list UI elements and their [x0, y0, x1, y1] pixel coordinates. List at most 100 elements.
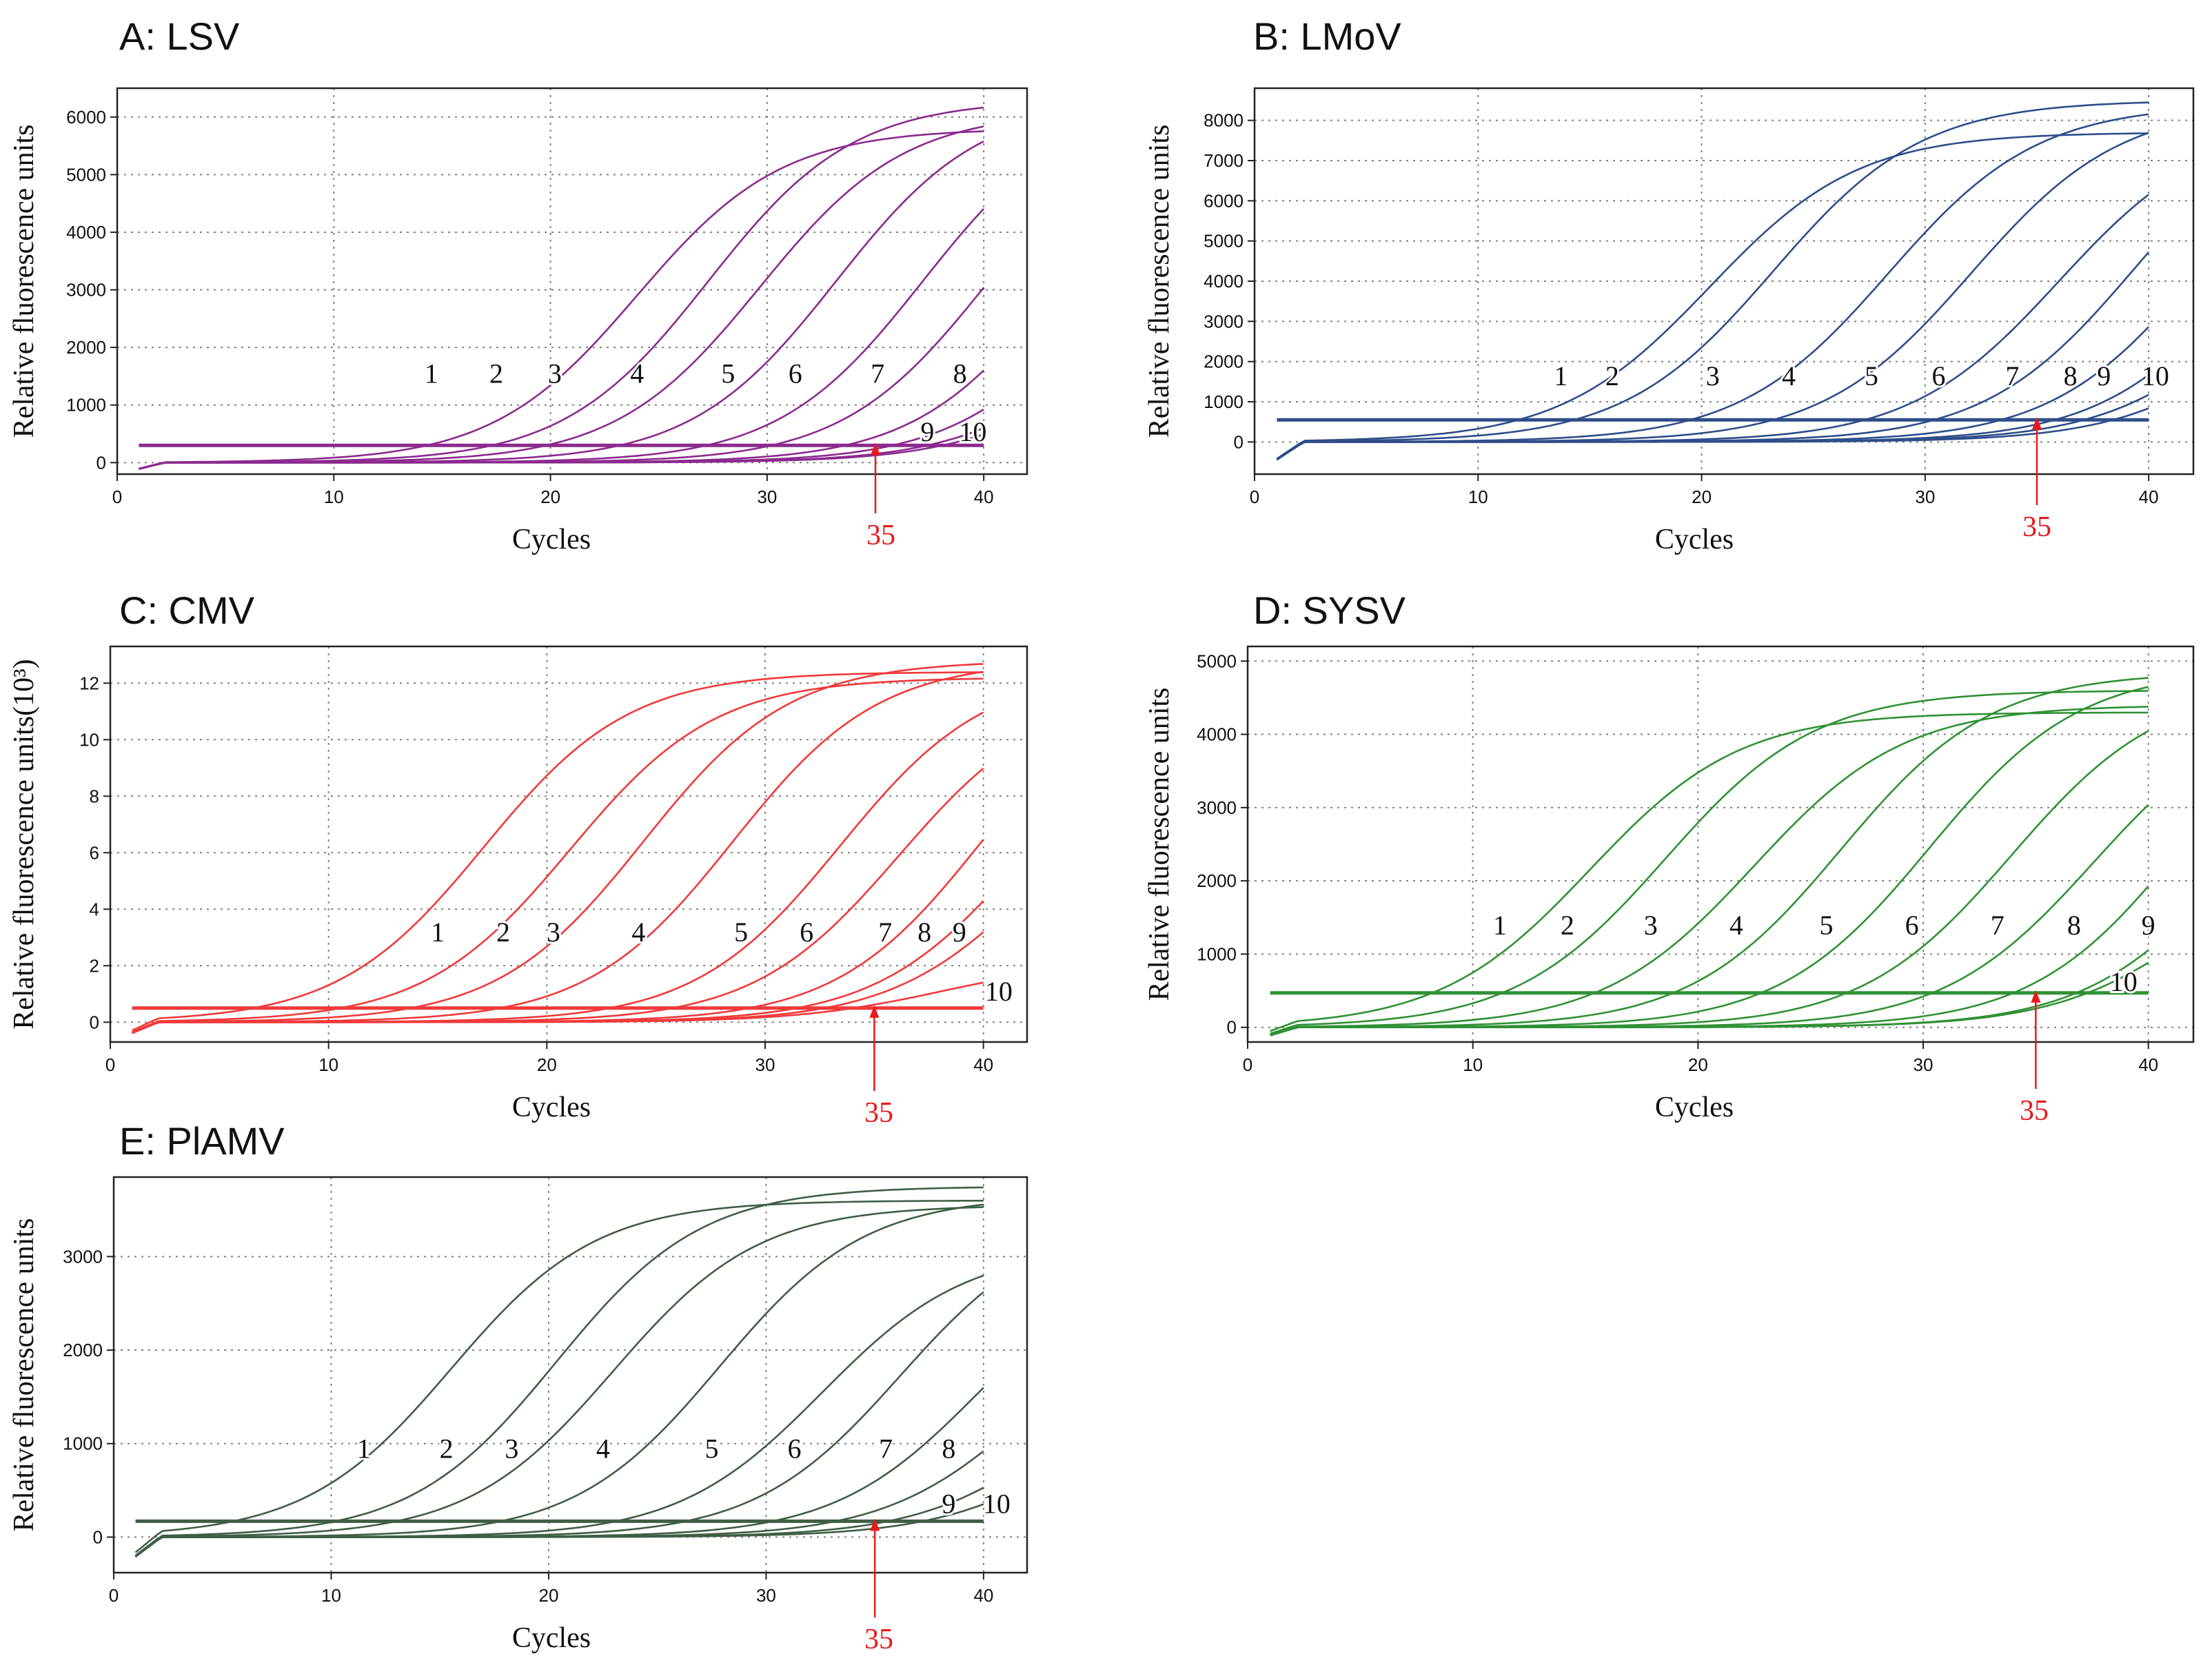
amplification-curve-1: [134, 1199, 984, 1553]
curve-label-4: 4: [1782, 360, 1796, 391]
curve-label-10: 10: [959, 416, 986, 447]
x-tick-label: 10: [324, 487, 344, 507]
panel-e-y-axis-label: Relative fluorescence units: [8, 1218, 40, 1532]
curve-label-6: 6: [789, 358, 802, 389]
curve-label-7: 7: [871, 358, 884, 389]
panel-b-title: B: LMoV: [1253, 14, 1401, 58]
x-tick-label: 10: [318, 1054, 338, 1075]
amplification-curve-5: [132, 711, 984, 1034]
panel-d-ticks: 0 10 20 30 40 0 1000 2000 3000 4000 5000: [1197, 651, 2158, 1075]
x-tick-label: 0: [112, 487, 122, 507]
panel-d-plot-frame: [1246, 645, 2195, 1043]
y-tick-label: 1000: [66, 395, 106, 416]
amplification-curve-6: [1270, 730, 2149, 1036]
curve-label-4: 4: [631, 917, 645, 948]
x-tick-label: 0: [1250, 487, 1259, 507]
curve-label-7: 7: [2005, 360, 2019, 391]
y-tick-label: 10: [79, 729, 99, 750]
cutoff-label: 35: [2020, 1095, 2049, 1127]
y-tick-label: 12: [79, 673, 99, 693]
curve-label-8: 8: [2064, 360, 2078, 391]
x-tick-label: 30: [1914, 1054, 1934, 1075]
cutoff-label: 35: [864, 1624, 893, 1655]
panel-a-curves: [139, 106, 985, 470]
curve-label-1: 1: [1554, 360, 1567, 391]
curve-label-6: 6: [787, 1433, 801, 1464]
amplification-curve-1: [132, 671, 984, 1032]
amplification-curve-3: [132, 663, 984, 1034]
cutoff-label: 35: [864, 1097, 893, 1129]
panel-e-cutoff-marker: 35: [864, 1518, 893, 1655]
panel-e-plot-frame: [112, 1176, 1028, 1574]
x-tick-label: 20: [540, 487, 560, 507]
curve-label-4: 4: [630, 358, 644, 389]
y-tick-label: 2000: [1197, 870, 1237, 891]
y-tick-label: 5000: [66, 164, 106, 185]
panel-a-y-axis-label: Relative fluorescence units: [8, 125, 40, 438]
panel-a-cutoff-marker: 35: [866, 442, 895, 551]
amplification-curve-7: [1270, 804, 2149, 1036]
curve-label-3: 3: [1644, 910, 1658, 941]
x-tick-label: 0: [105, 1054, 115, 1075]
y-tick-label: 5000: [1197, 651, 1237, 671]
y-tick-label: 8000: [1204, 110, 1244, 131]
amplification-curve-10: [134, 1503, 984, 1557]
curve-label-5: 5: [734, 917, 748, 948]
amplification-curve-2: [1270, 690, 2149, 1035]
panel-e-grid: [114, 1177, 1027, 1573]
curve-label-9: 9: [2142, 910, 2155, 941]
y-tick-label: 8: [90, 786, 99, 806]
curve-label-4: 4: [1729, 910, 1743, 941]
panel-e-title: E: PlAMV: [119, 1119, 285, 1163]
x-tick-label: 40: [2139, 487, 2159, 507]
cutoff-arrow-head: [870, 1518, 880, 1531]
curve-label-6: 6: [1905, 910, 1919, 941]
y-tick-label: 3000: [1204, 311, 1244, 331]
amplification-curve-1: [139, 130, 984, 470]
x-tick-label: 10: [1468, 487, 1488, 507]
panel-d-cutoff-marker: 35: [2020, 990, 2049, 1127]
y-tick-label: 0: [90, 1012, 99, 1032]
panel-d-y-axis-label: Relative fluorescence units: [1144, 688, 1175, 1001]
cutoff-label: 35: [866, 520, 895, 551]
curve-label-8: 8: [2067, 910, 2081, 941]
amplification-curve-2: [1276, 101, 2149, 460]
panel-c-curve-labels: 1 2 3 4 5 6 7 8 9 10: [429, 915, 1015, 1009]
curve-label-6: 6: [1931, 360, 1945, 391]
amplification-curve-3: [1276, 113, 2149, 460]
x-tick-label: 40: [974, 487, 994, 507]
amplification-curve-2: [134, 1186, 984, 1557]
curve-label-2: 2: [440, 1433, 454, 1464]
amplification-curve-4: [1276, 132, 2149, 461]
y-tick-label: 6000: [66, 107, 106, 127]
y-tick-label: 0: [1227, 1017, 1237, 1038]
y-tick-label: 6: [90, 842, 99, 863]
amplification-curve-10: [1276, 407, 2149, 461]
y-tick-label: 4000: [1204, 271, 1244, 292]
panel-b: B: LMoV 0 10 20 30 40 0 1000 2000 3000 4000 5000 600…: [1144, 14, 2195, 555]
curve-label-10: 10: [983, 1489, 1011, 1520]
panel-c-x-axis-label: Cycles: [512, 1092, 591, 1123]
panel-a-curve-labels: 1 2 3 4 5 6 7 89 10: [423, 356, 989, 449]
panel-b-cutoff-marker: 35: [2022, 417, 2051, 543]
panel-c-title: C: CMV: [119, 589, 255, 632]
panel-c-grid: [110, 646, 1027, 1042]
panel-b-y-axis-label: Relative fluorescence units: [1144, 125, 1175, 438]
curve-label-1: 1: [1493, 910, 1507, 941]
panel-a-grid: [117, 88, 1027, 474]
curve-label-9: 9: [942, 1489, 955, 1520]
y-tick-label: 3000: [1197, 797, 1237, 818]
curve-label-8: 8: [942, 1433, 955, 1464]
panel-e-curve-labels: 1 2 3 4 5 6 7 8 9 10: [355, 1431, 1013, 1522]
panel-d-title: D: SYSV: [1253, 589, 1406, 632]
y-tick-label: 0: [97, 452, 106, 473]
x-tick-label: 30: [757, 487, 777, 507]
x-tick-label: 20: [538, 1585, 558, 1606]
curve-label-3: 3: [548, 358, 562, 389]
x-tick-label: 30: [755, 1054, 775, 1075]
y-tick-label: 4000: [66, 222, 106, 243]
panel-d: D: SYSV 0 10 20 30 40 0 1000 2000 3000 4000 5000 Cyc…: [1144, 589, 2195, 1127]
panel-c-plot-frame: [109, 645, 1028, 1043]
amplification-curve-2: [139, 106, 984, 470]
curve-label-3: 3: [1706, 360, 1720, 391]
